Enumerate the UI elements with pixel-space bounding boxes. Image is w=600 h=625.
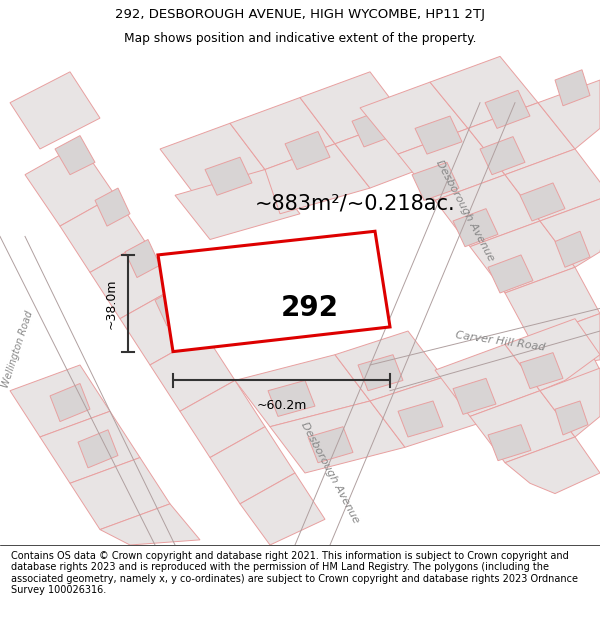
Polygon shape: [160, 123, 265, 195]
Polygon shape: [538, 80, 600, 149]
Polygon shape: [50, 384, 90, 421]
Polygon shape: [150, 334, 235, 411]
Text: Carver Hill Road: Carver Hill Road: [454, 330, 545, 352]
Polygon shape: [488, 255, 533, 293]
Polygon shape: [308, 427, 353, 462]
Polygon shape: [443, 354, 550, 424]
Polygon shape: [468, 375, 513, 411]
Text: Wellington Road: Wellington Road: [1, 310, 35, 389]
Polygon shape: [175, 169, 300, 239]
Polygon shape: [210, 427, 295, 504]
Polygon shape: [540, 368, 600, 437]
Polygon shape: [155, 288, 190, 326]
Polygon shape: [485, 91, 530, 128]
Text: Desborough Avenue: Desborough Avenue: [434, 158, 496, 263]
Polygon shape: [435, 344, 540, 416]
Polygon shape: [240, 473, 325, 545]
Polygon shape: [285, 131, 330, 169]
Polygon shape: [370, 378, 478, 448]
Polygon shape: [468, 102, 575, 174]
Polygon shape: [352, 109, 397, 147]
Polygon shape: [430, 56, 538, 128]
Polygon shape: [530, 314, 600, 365]
Polygon shape: [435, 174, 540, 247]
Polygon shape: [100, 504, 200, 545]
Polygon shape: [230, 98, 335, 169]
Polygon shape: [453, 209, 498, 247]
Polygon shape: [470, 391, 575, 462]
Text: ~38.0m: ~38.0m: [105, 278, 118, 329]
Polygon shape: [520, 352, 563, 389]
Polygon shape: [505, 268, 600, 339]
Text: Contains OS data © Crown copyright and database right 2021. This information is : Contains OS data © Crown copyright and d…: [11, 551, 578, 596]
Polygon shape: [360, 82, 468, 154]
Polygon shape: [268, 381, 315, 416]
Polygon shape: [480, 137, 525, 174]
Polygon shape: [555, 231, 590, 268]
Polygon shape: [453, 378, 496, 414]
Polygon shape: [180, 381, 265, 458]
Polygon shape: [60, 195, 145, 272]
Polygon shape: [520, 183, 565, 221]
Polygon shape: [270, 401, 405, 473]
Polygon shape: [25, 144, 115, 226]
Polygon shape: [78, 430, 118, 468]
Polygon shape: [158, 231, 390, 352]
Text: ~883m²/~0.218ac.: ~883m²/~0.218ac.: [255, 194, 455, 214]
Text: 292: 292: [281, 294, 339, 322]
Polygon shape: [10, 365, 110, 437]
Polygon shape: [415, 116, 462, 154]
Polygon shape: [90, 241, 175, 319]
Polygon shape: [398, 401, 443, 437]
Polygon shape: [540, 195, 600, 268]
Polygon shape: [505, 149, 600, 221]
Polygon shape: [515, 331, 600, 400]
Polygon shape: [335, 331, 443, 401]
Polygon shape: [470, 221, 575, 293]
Polygon shape: [505, 437, 600, 494]
Text: ~60.2m: ~60.2m: [256, 399, 307, 412]
Polygon shape: [412, 162, 459, 201]
Polygon shape: [55, 136, 95, 174]
Polygon shape: [95, 188, 130, 226]
Text: 292, DESBOROUGH AVENUE, HIGH WYCOMBE, HP11 2TJ: 292, DESBOROUGH AVENUE, HIGH WYCOMBE, HP…: [115, 8, 485, 21]
Text: Map shows position and indicative extent of the property.: Map shows position and indicative extent…: [124, 32, 476, 45]
Polygon shape: [555, 401, 588, 435]
Text: Desborough Avenue: Desborough Avenue: [299, 421, 361, 525]
Polygon shape: [205, 158, 252, 195]
Polygon shape: [335, 118, 438, 188]
Polygon shape: [398, 128, 505, 201]
Polygon shape: [40, 411, 140, 483]
Polygon shape: [358, 355, 403, 391]
Polygon shape: [120, 288, 205, 365]
Polygon shape: [10, 72, 100, 149]
Polygon shape: [235, 355, 370, 427]
Polygon shape: [505, 319, 600, 391]
Polygon shape: [488, 424, 531, 461]
Polygon shape: [555, 70, 590, 106]
Polygon shape: [70, 458, 170, 529]
Polygon shape: [300, 72, 405, 144]
Polygon shape: [125, 239, 160, 278]
Polygon shape: [265, 144, 370, 214]
